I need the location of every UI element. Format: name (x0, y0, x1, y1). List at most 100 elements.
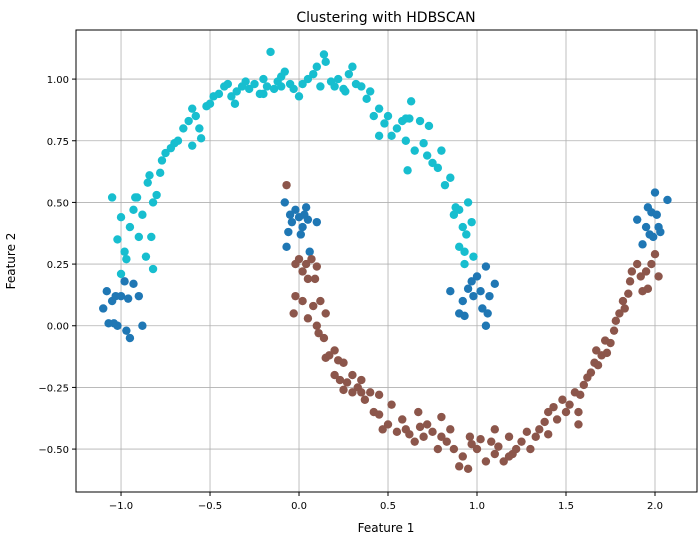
cluster-cyan-point (410, 146, 419, 155)
cluster-cyan-point (333, 74, 343, 84)
cluster-brown-point (558, 395, 567, 404)
cluster-brown-point (544, 430, 553, 439)
cluster-cyan-point (403, 166, 412, 175)
cluster-brown-point (593, 361, 603, 370)
cluster-brown-point (374, 390, 384, 400)
cluster-cyan-point (250, 79, 259, 89)
cluster-cyan-point (141, 252, 151, 261)
y-axis-label: Feature 2 (4, 233, 18, 290)
cluster-cyan-point (134, 232, 144, 242)
cluster-cyan-point (392, 124, 402, 133)
cluster-cyan-point (113, 235, 122, 244)
cluster-cyan-point (148, 264, 158, 274)
cluster-cyan-point (330, 82, 339, 91)
cluster-cyan-point (289, 84, 298, 94)
cluster-cyan-point (195, 124, 204, 133)
cluster-brown-point (627, 267, 637, 276)
cluster-cyan-point (462, 230, 471, 239)
cluster-brown-point (428, 427, 437, 437)
cluster-brown-point (641, 267, 651, 276)
cluster-cyan-point (312, 62, 322, 71)
cluster-cyan-point (230, 99, 240, 108)
cluster-brown-point (544, 407, 553, 417)
cluster-cyan-point (107, 193, 117, 202)
cluster-cyan-point (362, 94, 371, 104)
x-tick-label: 1.0 (469, 501, 485, 512)
axis-ticks: −1.0 −0.5 0.0 0.5 1.0 1.5 2.0 −0.50 −0.25 0.00 0.2… (38, 75, 663, 512)
cluster-brown-point (476, 435, 485, 444)
x-tick-label: −0.5 (198, 501, 222, 512)
cluster-brown-point (303, 314, 313, 323)
cluster-blue-point (122, 326, 131, 335)
cluster-brown-point (494, 442, 503, 451)
cluster-cyan-point (303, 74, 313, 84)
cluster-blue-point (280, 198, 289, 207)
cluster-blue-point (476, 287, 485, 296)
cluster-blue-point (649, 232, 658, 242)
cluster-brown-point (517, 437, 526, 446)
cluster-cyan-point (294, 92, 304, 101)
cluster-brown-point (392, 427, 402, 437)
cluster-brown-point (415, 422, 425, 432)
cluster-cyan-point (348, 62, 357, 71)
y-tick-label: 0.75 (47, 137, 69, 148)
cluster-cyan-point (120, 247, 129, 256)
cluster-brown-point (437, 432, 446, 441)
cluster-brown-point (535, 425, 544, 434)
cluster-brown-point (576, 390, 585, 400)
cluster-blue-point (284, 227, 293, 237)
chart-title: Clustering with HDBSCAN (296, 10, 475, 26)
cluster-brown-point (624, 289, 633, 298)
cluster-cyan-point (387, 131, 396, 141)
cluster-cyan-point (214, 89, 224, 99)
cluster-brown-point (383, 420, 393, 429)
cluster-blue-point (285, 210, 295, 219)
cluster-brown-point (463, 464, 473, 474)
cluster-cyan-point (369, 111, 378, 121)
cluster-brown-point (522, 427, 532, 437)
cluster-brown-point (312, 262, 322, 271)
cluster-brown-point (511, 444, 521, 454)
cluster-cyan-point (269, 84, 279, 94)
cluster-brown-point (319, 333, 329, 343)
cluster-brown-point (335, 375, 345, 385)
cluster-cyan-point (227, 92, 236, 101)
cluster-blue-point (483, 309, 492, 318)
cluster-blue-point (287, 217, 297, 227)
cluster-cyan-point (205, 99, 215, 108)
cluster-cyan-point (458, 222, 467, 232)
cluster-cyan-point (422, 151, 432, 160)
cluster-brown-point (330, 346, 339, 355)
cluster-cyan-point (467, 217, 476, 227)
cluster-cyan-point (401, 114, 411, 123)
cluster-brown-point (339, 358, 348, 367)
cluster-brown-point (321, 353, 330, 363)
cluster-cyan-point (357, 82, 366, 91)
cluster-brown-point (312, 321, 322, 330)
cluster-brown-point (455, 462, 464, 471)
cluster-brown-point (314, 328, 323, 338)
cluster-blue-point (485, 291, 494, 301)
cluster-cyan-point (419, 139, 428, 148)
cluster-brown-point (490, 449, 500, 459)
cluster-brown-point (310, 274, 320, 284)
cluster-brown-point (291, 291, 300, 301)
cluster-brown-point (374, 410, 384, 419)
cluster-brown-point (458, 452, 467, 461)
y-tick-label: 1.00 (47, 75, 69, 86)
cluster-brown-point (636, 272, 645, 281)
cluster-cyan-point (424, 121, 434, 131)
cluster-brown-point (526, 444, 535, 454)
cluster-cyan-point (143, 178, 152, 187)
cluster-cyan-point (184, 116, 193, 126)
cluster-brown-point (650, 250, 660, 259)
cluster-blue-point (134, 291, 144, 301)
cluster-blue-point (102, 287, 111, 296)
cluster-blue-point (301, 203, 311, 212)
cluster-cyan-point (161, 148, 170, 158)
cluster-brown-point (309, 301, 318, 311)
cluster-cyan-point (277, 82, 286, 91)
cluster-brown-point (565, 400, 574, 409)
cluster-cyan-point (437, 146, 446, 155)
cluster-cyan-point (366, 87, 375, 96)
